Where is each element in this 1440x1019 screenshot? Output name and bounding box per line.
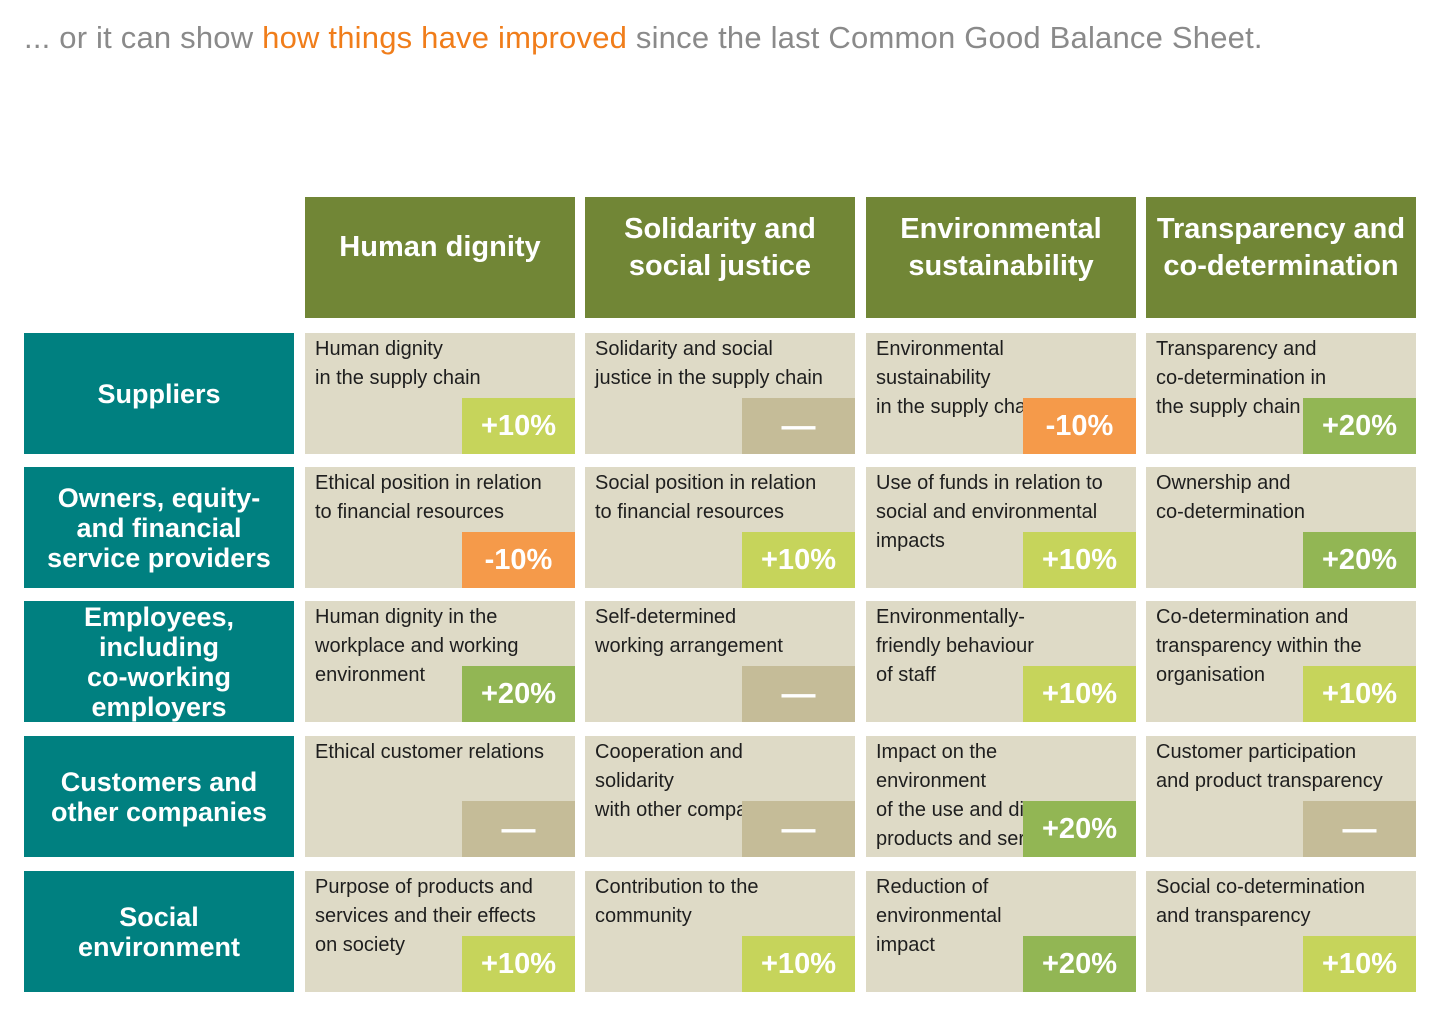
column-header-label: Human dignity: [339, 231, 541, 263]
change-badge: -10%: [462, 532, 575, 588]
matrix-cell: Reduction of environmental impact +20%: [866, 871, 1136, 992]
change-badge: +10%: [1023, 666, 1136, 722]
matrix-cell: Impact on the environment of the use and…: [866, 736, 1136, 857]
cell-topic: Social position in relation to financial…: [595, 472, 817, 523]
change-badge: —: [742, 666, 855, 722]
headline-after: since the last Common Good Balance Sheet…: [627, 20, 1263, 55]
cell-topic: Environmentally- friendly behaviour of s…: [876, 606, 1034, 686]
row-header-label: Customers and other companies: [50, 766, 268, 827]
change-badge: +20%: [1303, 532, 1416, 588]
matrix-cell: Ethical position in relation to financia…: [305, 467, 575, 588]
change-badge: —: [462, 801, 575, 857]
matrix-cell: Ethical customer relations —: [305, 736, 575, 857]
change-badge: +20%: [462, 666, 575, 722]
cell-topic: Social co-determination and transparency: [1156, 876, 1365, 927]
change-badge: —: [742, 398, 855, 454]
matrix-cell: Self-determined working arrangement —: [585, 601, 855, 722]
cell-topic: Cooperation and solidarity with other co…: [595, 741, 784, 821]
change-badge: +20%: [1023, 801, 1136, 857]
change-badge: +20%: [1023, 936, 1136, 992]
matrix-cell: Transparency and co-determination in the…: [1146, 333, 1416, 454]
change-badge: +10%: [462, 936, 575, 992]
matrix-cell: Solidarity and social justice in the sup…: [585, 333, 855, 454]
row-header-social: Social environment: [24, 871, 294, 992]
change-badge: +10%: [462, 398, 575, 454]
row-header-label: Owners, equity- and financial service pr…: [47, 482, 271, 573]
cell-topic: Solidarity and social justice in the sup…: [595, 338, 823, 389]
change-badge: —: [1303, 801, 1416, 857]
column-header-solidarity-and: Solidarity and social justice: [585, 197, 855, 318]
cell-topic: Ethical customer relations: [315, 741, 544, 763]
change-badge: +10%: [1303, 666, 1416, 722]
row-header-label: Social environment: [77, 901, 241, 962]
change-badge: +10%: [742, 532, 855, 588]
row-header-owners-equity: Owners, equity- and financial service pr…: [24, 467, 294, 588]
cell-topic: Ownership and co-determination: [1156, 472, 1305, 523]
row-header-label: Suppliers: [97, 378, 221, 409]
headline: ... or it can show how things have impro…: [24, 20, 1263, 56]
cell-topic: Use of funds in relation to social and e…: [876, 472, 1103, 552]
column-header-environmental: Environmental sustainability: [866, 197, 1136, 318]
headline-highlight: how things have improved: [262, 20, 628, 55]
matrix-cell: Environmentally- friendly behaviour of s…: [866, 601, 1136, 722]
matrix-cell: Contribution to the community +10%: [585, 871, 855, 992]
matrix-cell: Environmental sustainability in the supp…: [866, 333, 1136, 454]
row-header-customers-and: Customers and other companies: [24, 736, 294, 857]
matrix-cell: Social position in relation to financial…: [585, 467, 855, 588]
cell-topic: Human dignity in the supply chain: [315, 338, 481, 389]
change-badge: —: [742, 801, 855, 857]
cell-topic: Contribution to the community: [595, 876, 759, 927]
matrix-cell: Human dignity in the workplace and worki…: [305, 601, 575, 722]
cell-topic: Transparency and co-determination in the…: [1156, 338, 1327, 418]
matrix-cell: Social co-determination and transparency…: [1146, 871, 1416, 992]
cell-topic: Human dignity in the workplace and worki…: [315, 606, 519, 686]
matrix-cell: Co-determination and transparency within…: [1146, 601, 1416, 722]
row-header-employees: Employees, including co-working employer…: [24, 601, 294, 722]
row-header-suppliers: Suppliers: [24, 333, 294, 454]
change-badge: +10%: [742, 936, 855, 992]
headline-before: ... or it can show: [24, 20, 263, 55]
column-header-transparency-and: Transparency and co-determination: [1146, 197, 1416, 318]
matrix-cell: Customer participation and product trans…: [1146, 736, 1416, 857]
change-badge: +20%: [1303, 398, 1416, 454]
column-header-label: Solidarity and social justice: [624, 212, 816, 282]
change-badge: +10%: [1303, 936, 1416, 992]
cell-topic: Co-determination and transparency within…: [1156, 606, 1362, 686]
column-header-label: Environmental sustainability: [900, 212, 1102, 282]
matrix-cell: Human dignity in the supply chain +10%: [305, 333, 575, 454]
matrix-cell: Cooperation and solidarity with other co…: [585, 736, 855, 857]
cell-topic: Reduction of environmental impact: [876, 876, 1002, 956]
matrix-cell: Purpose of products and services and the…: [305, 871, 575, 992]
matrix-cell: Use of funds in relation to social and e…: [866, 467, 1136, 588]
matrix-cell: Ownership and co-determination +20%: [1146, 467, 1416, 588]
cell-topic: Ethical position in relation to financia…: [315, 472, 542, 523]
change-badge: +10%: [1023, 532, 1136, 588]
change-badge: -10%: [1023, 398, 1136, 454]
column-header-human-dignity: Human dignity: [305, 197, 575, 318]
cell-topic: Customer participation and product trans…: [1156, 741, 1383, 792]
row-header-label: Employees, including co-working employer…: [83, 601, 235, 722]
cell-topic: Purpose of products and services and the…: [315, 876, 536, 956]
cell-topic: Self-determined working arrangement: [595, 606, 783, 657]
column-header-label: Transparency and co-determination: [1156, 212, 1406, 282]
